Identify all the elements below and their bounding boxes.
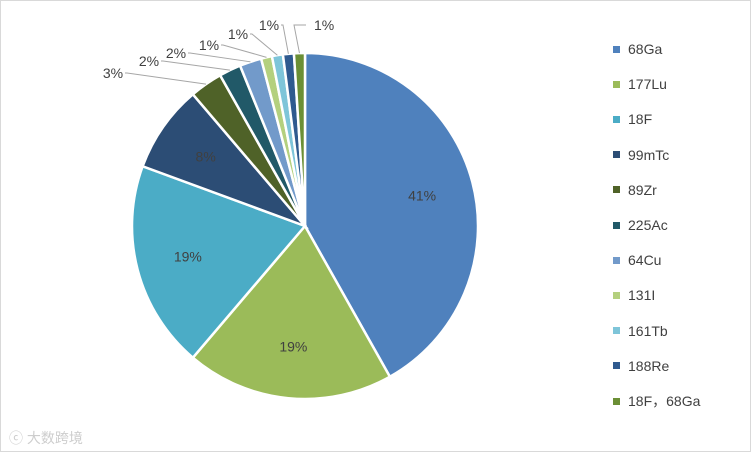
legend-item-18f: 18F — [613, 109, 652, 129]
watermark-text: 大数跨境 — [26, 430, 83, 446]
legend-label: 188Re — [628, 357, 670, 374]
data-label-225ac: 2% — [139, 53, 159, 69]
legend-item-18f-68ga: 18F，68Ga — [613, 391, 700, 411]
legend-item-68ga: 68Ga — [613, 39, 662, 59]
legend-swatch — [613, 397, 620, 405]
legend-swatch — [613, 256, 620, 264]
legend-label: 64Cu — [628, 252, 662, 269]
legend-item-225ac: 225Ac — [613, 215, 668, 235]
legend-label: 161Tb — [628, 322, 668, 339]
legend-swatch — [613, 151, 620, 159]
pie-slice-18f — [130, 164, 308, 360]
legend-label: 131I — [628, 287, 656, 304]
legend-item-89zr: 89Zr — [613, 180, 657, 200]
data-label-188re: 1% — [259, 17, 279, 33]
legend-item-161tb: 161Tb — [613, 321, 668, 341]
watermark: ⓒ 大数跨境 — [9, 428, 83, 448]
data-label-131i: 1% — [199, 37, 219, 53]
leader-line-161tb — [250, 33, 278, 56]
legend-item-188re: 188Re — [613, 356, 669, 376]
pie-slice-177lu — [191, 223, 392, 401]
legend-item-64cu: 64Cu — [613, 250, 661, 270]
data-label-99mtc: 8% — [196, 149, 216, 165]
legend-label: 68Ga — [628, 41, 663, 57]
legend-item-177lu: 177Lu — [613, 74, 667, 94]
legend-swatch — [613, 186, 620, 194]
leader-line-131i — [221, 44, 267, 58]
legend-label: 225Ac — [628, 217, 668, 233]
legend-label: 99mTc — [628, 146, 670, 163]
leader-line-89zr — [125, 72, 207, 85]
legend-item-99mtc: 99mTc — [613, 145, 669, 165]
cc-logo-icon: ⓒ — [9, 430, 23, 446]
data-label-89zr: 3% — [103, 65, 123, 81]
legend-label: 18F — [628, 111, 653, 128]
legend-swatch — [613, 327, 620, 335]
data-label-177lu: 19% — [279, 339, 307, 355]
legend-swatch — [613, 362, 620, 370]
legend-swatch — [613, 115, 620, 123]
leader-line-18f-68ga — [293, 24, 306, 54]
data-label-18f: 19% — [174, 249, 202, 265]
data-label-64cu: 2% — [166, 45, 186, 61]
data-label-68ga: 41% — [408, 187, 436, 203]
legend-swatch — [613, 80, 620, 88]
leader-line-64cu — [188, 52, 251, 63]
data-label-161tb: 1% — [228, 26, 248, 42]
leader-line-225ac — [161, 60, 231, 71]
legend-label: 89Zr — [628, 181, 657, 198]
pie-slice-99mtc — [141, 92, 310, 229]
legend-swatch — [613, 221, 620, 229]
legend-swatch — [613, 45, 620, 53]
pie-slice-68ga — [303, 51, 480, 379]
leader-lines — [125, 24, 306, 85]
legend-item-131i: 131I — [613, 285, 655, 305]
leader-line-188re — [281, 24, 289, 54]
legend-label: 18F，68Ga — [628, 393, 701, 409]
legend-label: 177Lu — [628, 76, 667, 93]
data-label-18f-68ga: 1% — [314, 17, 334, 33]
legend-swatch — [613, 291, 620, 299]
data-labels: 41% 19% 19% 8% 3% 2% 2% 1% 1% 1% 1% — [103, 17, 436, 355]
